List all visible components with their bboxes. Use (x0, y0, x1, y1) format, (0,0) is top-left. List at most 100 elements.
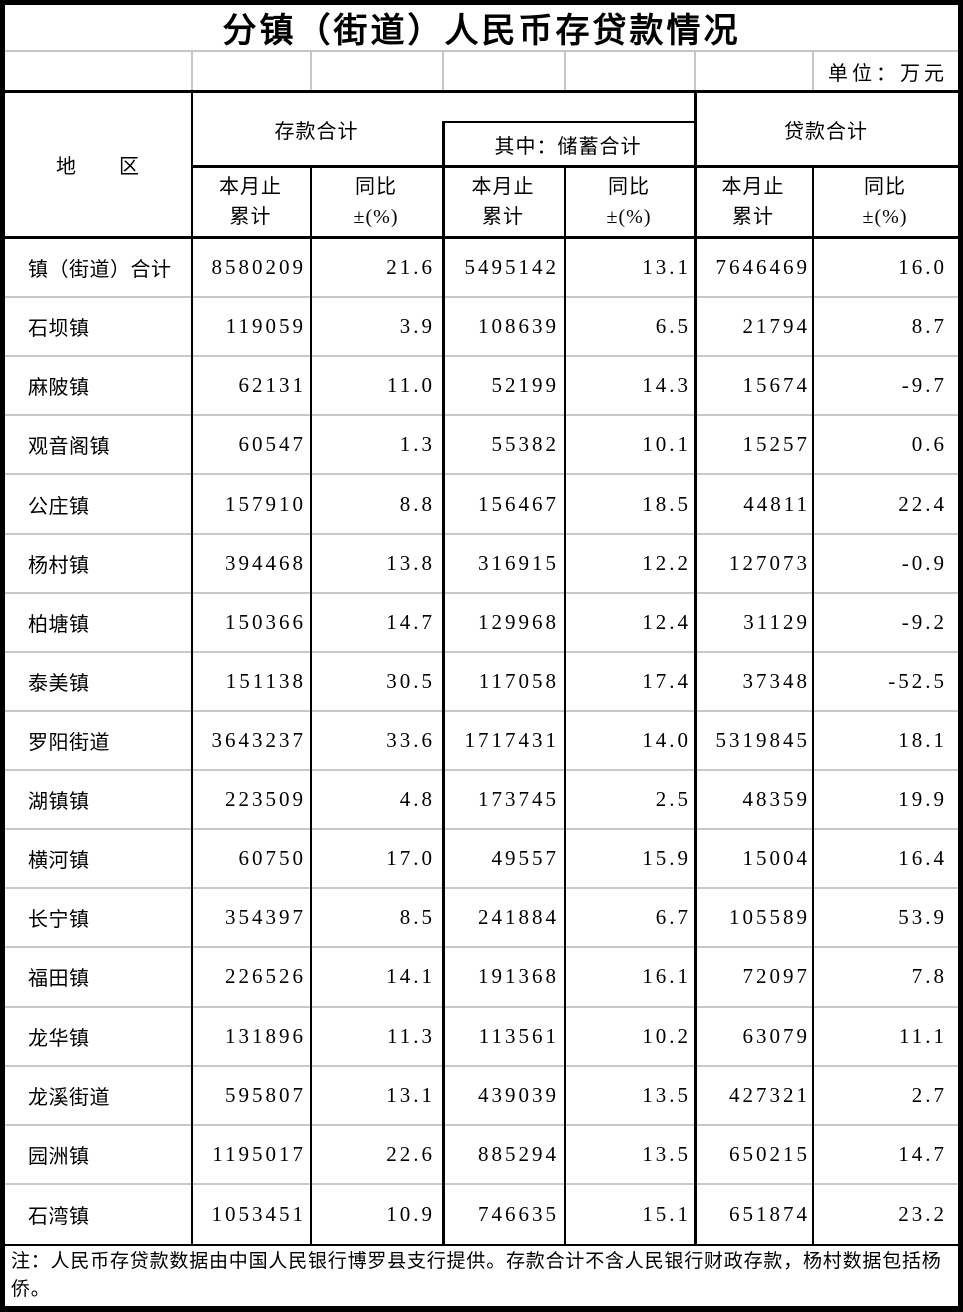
savings-yoy-cell: 13.5 (642, 1141, 691, 1166)
title-underline (5, 50, 958, 52)
savings-yoy-cell: 10.2 (642, 1023, 691, 1048)
deposit-yoy-cell: 13.1 (386, 1082, 435, 1107)
deposit-yoy-cell: 33.6 (386, 727, 435, 752)
savings-yoy-cell: 6.7 (655, 905, 691, 930)
subheader-line: 本月止 (721, 176, 785, 198)
subheader-savings-yoy: 同比 ±(%) (564, 168, 694, 236)
grid-line (564, 52, 566, 90)
savings-cum-cell: 113561 (478, 1023, 559, 1048)
table-row: 泰美镇 151138 30.5 117058 17.4 37348 -52.5 (5, 653, 958, 712)
subheader-deposit-yoy: 同比 ±(%) (310, 168, 442, 236)
loan-yoy-cell: 16.0 (898, 255, 947, 280)
loan-yoy-cell: -52.5 (888, 668, 947, 693)
column-rule (812, 165, 814, 1244)
savings-cum-cell: 1717431 (464, 727, 559, 752)
savings-yoy-cell: 15.1 (642, 1201, 691, 1226)
region-cell: 镇（街道）合计 (28, 259, 172, 282)
loan-cum-cell: 15257 (742, 432, 810, 457)
loan-yoy-cell: 53.9 (898, 905, 947, 930)
table-row: 柏塘镇 150366 14.7 129968 12.4 31129 -9.2 (5, 594, 958, 653)
savings-cum-cell: 52199 (491, 373, 559, 398)
savings-cum-cell: 241884 (478, 905, 559, 930)
loan-cum-cell: 5319845 (715, 727, 810, 752)
grid-line (191, 52, 193, 90)
table-row: 公庄镇 157910 8.8 156467 18.5 44811 22.4 (5, 475, 958, 535)
loan-yoy-cell: 14.7 (898, 1141, 947, 1166)
deposit-yoy-cell: 10.9 (386, 1201, 435, 1226)
table-row: 石湾镇 1053451 10.9 746635 15.1 651874 23.2 (5, 1185, 958, 1244)
deposit-cum-cell: 3643237 (211, 727, 306, 752)
table-body: 镇（街道）合计 8580209 21.6 5495142 13.1 764646… (5, 239, 958, 1244)
grid-line (310, 52, 312, 90)
region-cell: 罗阳街道 (28, 731, 110, 754)
subheader-line: 本月止 (471, 176, 535, 198)
page-title: 分镇（街道）人民币存贷款情况 (222, 13, 741, 50)
deposit-cum-cell: 131896 (225, 1023, 306, 1048)
deposit-cum-cell: 119059 (225, 314, 306, 339)
deposit-yoy-cell: 11.0 (387, 373, 435, 398)
savings-cum-cell: 49557 (491, 846, 559, 871)
table-row: 石坝镇 119059 3.9 108639 6.5 21794 8.7 (5, 298, 958, 358)
table-row: 横河镇 60750 17.0 49557 15.9 15004 16.4 (5, 830, 958, 890)
savings-yoy-cell: 13.5 (642, 1082, 691, 1107)
table-row: 园洲镇 1195017 22.6 885294 13.5 650215 14.7 (5, 1126, 958, 1185)
outer-border-left (0, 0, 5, 1312)
savings-yoy-cell: 6.5 (655, 314, 691, 339)
loan-cum-cell: 127073 (729, 550, 810, 575)
savings-yoy-cell: 14.3 (642, 373, 691, 398)
savings-cum-cell: 5495142 (464, 255, 559, 280)
loan-yoy-cell: 19.9 (898, 787, 947, 812)
deposit-cum-cell: 223509 (225, 787, 306, 812)
table-row: 龙溪街道 595807 13.1 439039 13.5 427321 2.7 (5, 1067, 958, 1126)
loan-cum-cell: 651874 (729, 1201, 810, 1226)
deposit-cum-cell: 60750 (238, 846, 306, 871)
region-cell: 福田镇 (28, 968, 90, 991)
loan-yoy-cell: 2.7 (911, 1082, 947, 1107)
loan-cum-cell: 63079 (742, 1023, 810, 1048)
table-row: 罗阳街道 3643237 33.6 1717431 14.0 5319845 1… (5, 712, 958, 772)
subheader-line: ±(%) (606, 206, 652, 228)
loan-yoy-cell: 23.2 (898, 1201, 947, 1226)
unit-label: 单位：万元 (828, 62, 948, 85)
subheader-loan-cum: 本月止 累计 (694, 168, 812, 236)
subheader-line: 累计 (482, 206, 524, 228)
deposit-yoy-cell: 8.5 (399, 905, 435, 930)
footnote: 注：人民币存贷款数据由中国人民银行博罗县支行提供。存款合计不含人民银行财政存款，… (11, 1251, 942, 1300)
deposit-cum-cell: 151138 (225, 668, 306, 693)
subheader-line: 同比 (864, 176, 906, 198)
grid-line (812, 52, 814, 90)
savings-cum-cell: 108639 (478, 314, 559, 339)
deposit-cum-cell: 1053451 (211, 1201, 306, 1226)
savings-cum-cell: 129968 (478, 609, 559, 634)
deposit-yoy-cell: 11.3 (387, 1023, 435, 1048)
loan-yoy-cell: 18.1 (898, 727, 947, 752)
group-header-rule (191, 165, 958, 168)
savings-cum-cell: 173745 (478, 787, 559, 812)
region-cell: 柏塘镇 (28, 613, 90, 636)
region-cell: 麻陂镇 (28, 377, 90, 400)
savings-yoy-cell: 16.1 (642, 964, 691, 989)
region-cell: 石湾镇 (28, 1205, 90, 1228)
loan-yoy-cell: -0.9 (901, 550, 947, 575)
region-cell: 湖镇镇 (28, 791, 90, 814)
savings-cum-cell: 885294 (478, 1141, 559, 1166)
loan-cum-cell: 31129 (743, 609, 810, 634)
outer-border-right (958, 0, 963, 1312)
deposit-yoy-cell: 21.6 (386, 255, 435, 280)
loan-cum-cell: 15004 (742, 846, 810, 871)
savings-cum-cell: 55382 (491, 432, 559, 457)
table-row: 杨村镇 394468 13.8 316915 12.2 127073 -0.9 (5, 535, 958, 594)
deposit-yoy-cell: 17.0 (386, 846, 435, 871)
column-rule-group (694, 93, 697, 1244)
column-group-savings: 其中：储蓄合计 (442, 121, 694, 165)
grid-line (694, 52, 696, 90)
loan-yoy-cell: -9.7 (901, 373, 947, 398)
loan-yoy-cell: -9.2 (901, 609, 947, 634)
deposit-yoy-cell: 4.8 (399, 787, 435, 812)
subheader-line: 本月止 (219, 176, 282, 198)
region-cell: 园洲镇 (28, 1145, 90, 1168)
deposit-yoy-cell: 14.7 (386, 609, 435, 634)
subheader-deposit-cum: 本月止 累计 (191, 168, 310, 236)
column-rule-group (442, 121, 445, 1244)
